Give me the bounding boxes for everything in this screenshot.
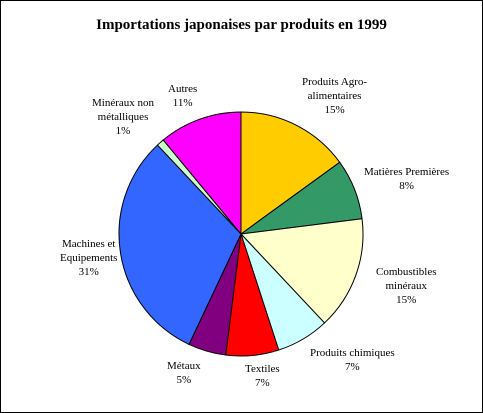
slice-label-text: Combustibles	[376, 266, 437, 278]
pie-slice-3	[239, 218, 364, 324]
slice-label-7: Machines et Equipements 31%	[60, 237, 117, 279]
slice-percent: 11%	[172, 97, 193, 109]
slice-label-text: Textiles	[245, 363, 280, 375]
slice-label-text: Produits chimiques	[310, 347, 395, 359]
slice-label-9: Autres 11%	[168, 82, 197, 110]
slice-label-text: Autres	[168, 83, 198, 95]
slice-label-3: Combustibles minéraux 15%	[376, 265, 437, 307]
slice-label-text: Machines et	[61, 238, 116, 250]
slice-label-text: Produits Agro-	[302, 76, 368, 88]
slice-label-text: alimentaires	[307, 90, 362, 102]
slice-percent: 7%	[344, 361, 360, 373]
pie-slice-1	[240, 111, 341, 235]
chart-title: Importations japonaises par produits en …	[96, 17, 387, 33]
slice-percent: 7%	[255, 377, 270, 389]
slice-percent: 5%	[176, 374, 192, 386]
slice-label-text: Equipements	[60, 252, 118, 264]
slice-percent: 31%	[78, 266, 99, 278]
slice-label-4: Produits chimiques 7%	[310, 346, 395, 374]
pie-slice-9	[162, 111, 242, 236]
slice-label-text: Métaux	[167, 360, 201, 372]
slice-label-1: Produits Agro-alimentaires 15%	[302, 75, 367, 117]
slice-percent: 15%	[396, 294, 417, 306]
slice-label-2: Matières Premières 8%	[364, 165, 449, 193]
slice-label-5: Textiles 7%	[245, 362, 280, 390]
slice-label-text: Matières Premières	[364, 166, 450, 178]
slice-percent: 1%	[115, 125, 131, 137]
slice-percent: 8%	[399, 180, 414, 192]
pie-slice-7	[118, 144, 242, 346]
slice-percent: 15%	[324, 104, 345, 116]
slice-label-text: minéraux	[385, 280, 428, 292]
slice-label-8: Minéraux non métalliques 1%	[92, 96, 154, 138]
slice-label-6: Métaux 5%	[167, 359, 201, 387]
slice-label-text: Minéraux non	[92, 97, 155, 109]
slice-label-text: métalliques	[97, 111, 149, 123]
